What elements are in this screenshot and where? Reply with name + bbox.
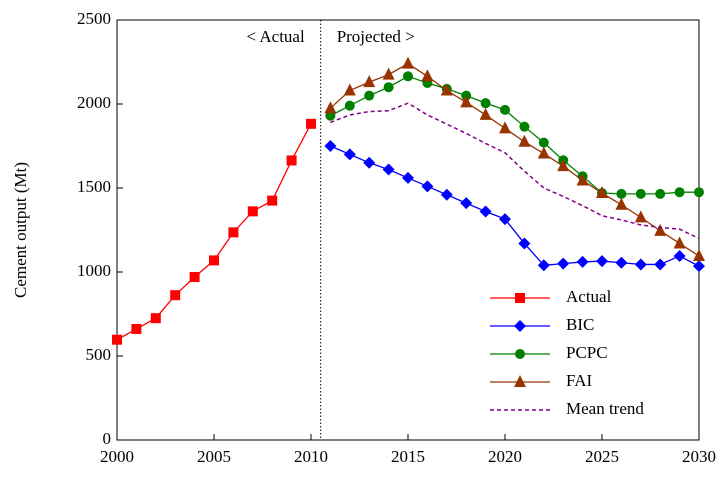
- marker: [518, 237, 531, 250]
- marker: [557, 159, 570, 172]
- marker: [537, 259, 550, 272]
- marker: [634, 210, 647, 223]
- y-tick-label: 500: [86, 345, 112, 364]
- legend-marker: [514, 375, 526, 387]
- marker: [402, 56, 414, 69]
- legend-label: PCPC: [566, 343, 608, 362]
- marker: [324, 140, 337, 152]
- legend-marker: [515, 349, 525, 359]
- marker: [267, 195, 278, 206]
- marker: [519, 121, 530, 132]
- marker: [150, 313, 161, 324]
- marker: [131, 323, 142, 334]
- marker: [189, 272, 200, 283]
- legend-label: Mean trend: [566, 399, 644, 418]
- y-tick-label: 1000: [77, 261, 111, 280]
- x-tick-label: 2030: [682, 447, 716, 466]
- plot-frame: [116, 19, 700, 441]
- legend-marker: [514, 320, 526, 332]
- x-tick-label: 2010: [294, 447, 328, 466]
- marker: [654, 258, 667, 271]
- x-tick-label: 2015: [391, 447, 425, 466]
- legend-label: Actual: [566, 287, 612, 306]
- y-axis-label: Cement output (Mt): [11, 162, 30, 298]
- marker: [440, 83, 453, 96]
- marker: [576, 255, 589, 268]
- legend-label: FAI: [566, 371, 592, 390]
- marker: [499, 121, 511, 134]
- marker: [557, 257, 570, 270]
- marker: [382, 67, 395, 80]
- marker: [673, 250, 686, 263]
- marker: [382, 163, 395, 176]
- marker: [383, 82, 394, 93]
- series-line: [116, 123, 312, 341]
- marker: [112, 334, 122, 345]
- y-tick-label: 0: [103, 429, 112, 448]
- marker: [500, 104, 510, 115]
- annotation: < Actual: [246, 27, 304, 46]
- series-line: [330, 102, 700, 240]
- marker: [479, 205, 492, 218]
- legend-marker: [515, 293, 525, 303]
- marker: [460, 95, 473, 108]
- marker: [364, 90, 375, 101]
- marker: [343, 83, 356, 96]
- marker: [325, 110, 336, 121]
- marker: [596, 255, 608, 268]
- marker: [421, 180, 434, 193]
- marker: [673, 236, 686, 249]
- x-tick-label: 2025: [585, 447, 619, 466]
- x-tick-label: 2005: [197, 447, 231, 466]
- x-tick-label: 2020: [488, 447, 522, 466]
- marker: [343, 148, 356, 161]
- y-tick-label: 2500: [77, 9, 111, 28]
- legend-label: BIC: [566, 315, 594, 334]
- annotation: Projected >: [337, 27, 415, 46]
- marker: [460, 197, 473, 210]
- marker: [634, 258, 647, 271]
- marker: [363, 75, 376, 88]
- marker: [479, 107, 492, 120]
- x-tick-label: 2000: [100, 447, 134, 466]
- marker: [247, 206, 258, 217]
- marker: [616, 188, 627, 199]
- marker: [209, 255, 219, 266]
- marker: [693, 260, 705, 273]
- marker: [615, 256, 628, 269]
- marker: [402, 171, 414, 184]
- marker: [538, 137, 549, 148]
- marker: [694, 187, 704, 198]
- marker: [286, 155, 297, 166]
- marker: [674, 187, 685, 198]
- marker: [228, 227, 239, 238]
- marker: [615, 197, 628, 210]
- marker: [344, 100, 355, 111]
- marker: [170, 290, 181, 301]
- marker: [421, 69, 434, 82]
- y-tick-label: 1500: [77, 177, 111, 196]
- marker: [403, 71, 413, 82]
- marker: [306, 118, 316, 129]
- marker: [440, 188, 453, 201]
- marker: [693, 249, 705, 262]
- marker: [654, 223, 667, 236]
- marker: [596, 186, 608, 199]
- marker: [363, 156, 376, 169]
- marker: [655, 188, 666, 199]
- series-line: [329, 62, 700, 257]
- marker: [537, 146, 550, 159]
- y-tick-label: 2000: [77, 93, 111, 112]
- series-line: [330, 145, 700, 267]
- marker: [576, 173, 589, 186]
- marker: [480, 98, 491, 109]
- marker: [499, 213, 511, 226]
- marker: [518, 134, 531, 147]
- marker: [324, 101, 337, 114]
- marker: [635, 188, 646, 199]
